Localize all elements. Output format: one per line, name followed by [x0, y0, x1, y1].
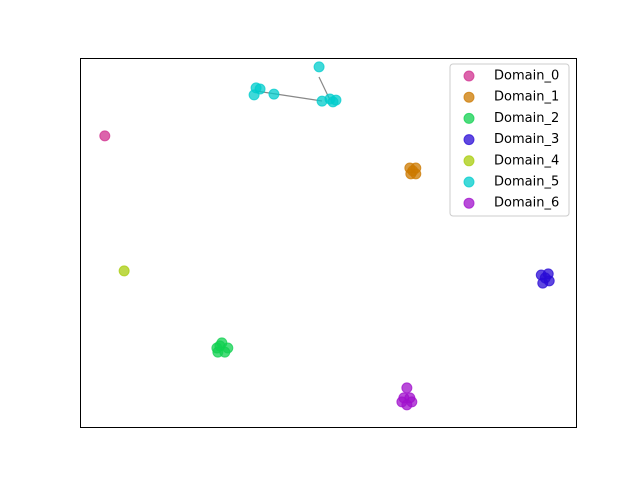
- legend-marker: [463, 70, 475, 82]
- plot-frame: [80, 58, 577, 428]
- point: [406, 396, 418, 408]
- point: [537, 277, 549, 289]
- point: [118, 265, 130, 277]
- point: [313, 61, 325, 73]
- edge: [255, 90, 323, 102]
- legend-label: Domain_4: [494, 153, 559, 168]
- point: [330, 94, 342, 106]
- legend-marker: [463, 134, 475, 146]
- point: [211, 342, 223, 354]
- legend-marker: [463, 176, 475, 188]
- legend: Domain_0 Domain_1 Domain_2 Domain_3 Domain_4…: [449, 63, 570, 217]
- point: [99, 130, 111, 142]
- legend-marker: [463, 197, 475, 209]
- legend-label: Domain_2: [494, 111, 559, 126]
- legend-label: Domain_6: [494, 196, 559, 211]
- point: [401, 382, 413, 394]
- legend-label: Domain_5: [494, 175, 559, 190]
- legend-frame: [449, 63, 570, 217]
- legend-marker: [463, 112, 475, 124]
- legend-marker: [463, 91, 475, 103]
- point: [396, 396, 408, 408]
- legend-label: Domain_0: [494, 69, 559, 84]
- points: [99, 61, 555, 411]
- point: [268, 88, 280, 100]
- legend-label: Domain_3: [494, 132, 559, 147]
- legend-label: Domain_1: [494, 90, 559, 105]
- point: [254, 83, 266, 95]
- point: [410, 162, 422, 174]
- point: [542, 268, 554, 280]
- legend-marker: [463, 155, 475, 167]
